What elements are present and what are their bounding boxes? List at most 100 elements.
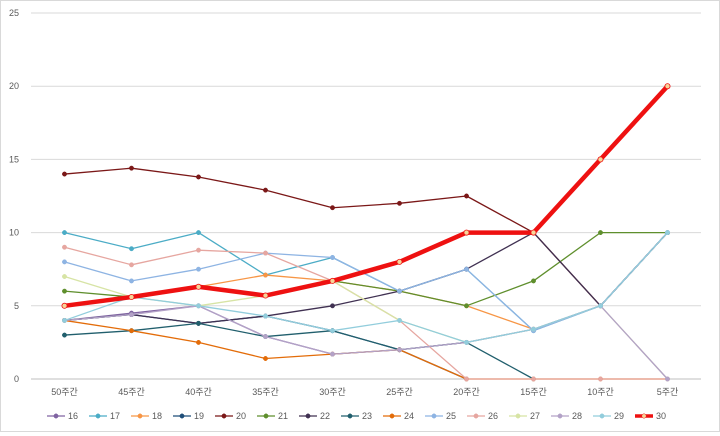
gridlines (31, 12, 701, 380)
y-tick-label: 20 (9, 81, 19, 91)
data-point-23 (196, 320, 201, 326)
legend-marker (137, 413, 143, 419)
data-point-28 (397, 347, 402, 353)
x-tick-label: 20주간 (453, 387, 480, 397)
data-point-28 (263, 334, 268, 339)
data-point-30 (128, 294, 135, 301)
legend-label: 24 (404, 411, 414, 421)
data-point-30 (195, 283, 202, 290)
series-28 (62, 303, 670, 382)
data-point-17 (196, 230, 201, 236)
data-point-30 (530, 229, 537, 236)
x-tick-label: 50주간 (51, 387, 78, 397)
legend-item-23: 23 (341, 411, 372, 421)
data-point-25 (129, 278, 134, 284)
series-line-19 (63, 313, 468, 380)
data-point-20 (196, 174, 201, 180)
data-point-29 (62, 317, 67, 323)
series-line-30 (62, 83, 670, 309)
data-point-29 (196, 303, 201, 309)
data-point-17 (62, 230, 67, 236)
data-point-22 (330, 303, 335, 309)
series-line-17 (63, 231, 669, 332)
x-tick-label: 10주간 (587, 387, 614, 397)
data-point-24 (196, 339, 201, 345)
series-line-25 (63, 231, 669, 332)
data-point-21 (531, 278, 536, 284)
data-point-25 (62, 259, 67, 265)
legend-item-26: 26 (467, 411, 498, 421)
legend-item-27: 27 (509, 411, 540, 421)
series-line-18 (63, 274, 535, 330)
series-line-24 (63, 319, 669, 380)
legend-label: 20 (236, 411, 246, 421)
legend-label: 17 (110, 411, 120, 421)
data-point-26 (196, 247, 201, 253)
data-point-25 (397, 288, 402, 294)
legend-item-25: 25 (425, 411, 456, 421)
y-tick-label: 10 (9, 228, 19, 238)
legend-marker (389, 413, 395, 419)
data-point-25 (196, 266, 201, 272)
data-point-26 (129, 262, 134, 268)
series-line-20 (63, 167, 669, 307)
legend-label: 30 (656, 411, 666, 421)
series-line-28 (63, 305, 669, 380)
data-point-23 (62, 332, 67, 338)
legend-label: 16 (68, 411, 78, 421)
data-point-21 (62, 288, 67, 294)
data-point-29 (531, 326, 536, 332)
y-tick-label: 25 (9, 8, 19, 18)
legend-item-19: 19 (173, 411, 204, 421)
legend-label: 25 (446, 411, 456, 421)
x-tick-label: 15주간 (520, 387, 547, 397)
series-line-26 (63, 246, 669, 380)
legend-item-24: 24 (383, 411, 414, 421)
data-point-26 (598, 376, 603, 382)
data-point-30 (396, 258, 403, 265)
y-tick-label: 15 (9, 154, 19, 164)
legend-marker (557, 413, 563, 419)
data-point-30 (262, 292, 269, 299)
legend-marker (515, 413, 521, 419)
data-point-20 (129, 165, 134, 171)
data-point-30 (329, 277, 336, 284)
x-tick-label: 35주간 (252, 387, 279, 397)
data-point-21 (598, 230, 603, 236)
legend-marker (179, 413, 185, 419)
x-tick-label: 25주간 (386, 387, 413, 397)
y-tick-label: 0 (14, 374, 19, 384)
axes: 0 5 10 15 20 25 50주간 45주간 40주간 35주간 30주간 25주간 20주간 15… (9, 8, 678, 397)
legend-marker (599, 413, 605, 419)
legend: 16 17 18 19 20 21 22 23 24 25 26 27 28 29 30 (47, 411, 666, 421)
legend-item-17: 17 (89, 411, 120, 421)
legend-label: 18 (152, 411, 162, 421)
legend-label: 27 (530, 411, 540, 421)
data-point-21 (464, 303, 469, 309)
legend-label: 21 (278, 411, 288, 421)
data-point-18 (263, 272, 268, 278)
legend-item-28: 28 (551, 411, 582, 421)
series-lines (61, 83, 671, 382)
data-point-30 (463, 229, 470, 236)
data-point-20 (464, 193, 469, 199)
legend-label: 23 (362, 411, 372, 421)
legend-item-18: 18 (131, 411, 162, 421)
data-point-26 (464, 376, 469, 382)
x-tick-label: 30주간 (319, 387, 346, 397)
legend-label: 22 (320, 411, 330, 421)
data-point-29 (263, 313, 268, 319)
data-point-20 (62, 171, 67, 177)
data-point-25 (464, 266, 469, 272)
series-line-22 (63, 231, 669, 325)
data-point-29 (397, 317, 402, 323)
x-tick-label: 5주간 (657, 387, 679, 397)
data-point-30 (597, 156, 604, 163)
legend-label: 29 (614, 411, 624, 421)
data-point-29 (330, 328, 335, 334)
legend-marker (473, 413, 479, 419)
data-point-24 (129, 328, 134, 334)
data-point-29 (464, 339, 469, 345)
legend-label: 19 (194, 411, 204, 421)
